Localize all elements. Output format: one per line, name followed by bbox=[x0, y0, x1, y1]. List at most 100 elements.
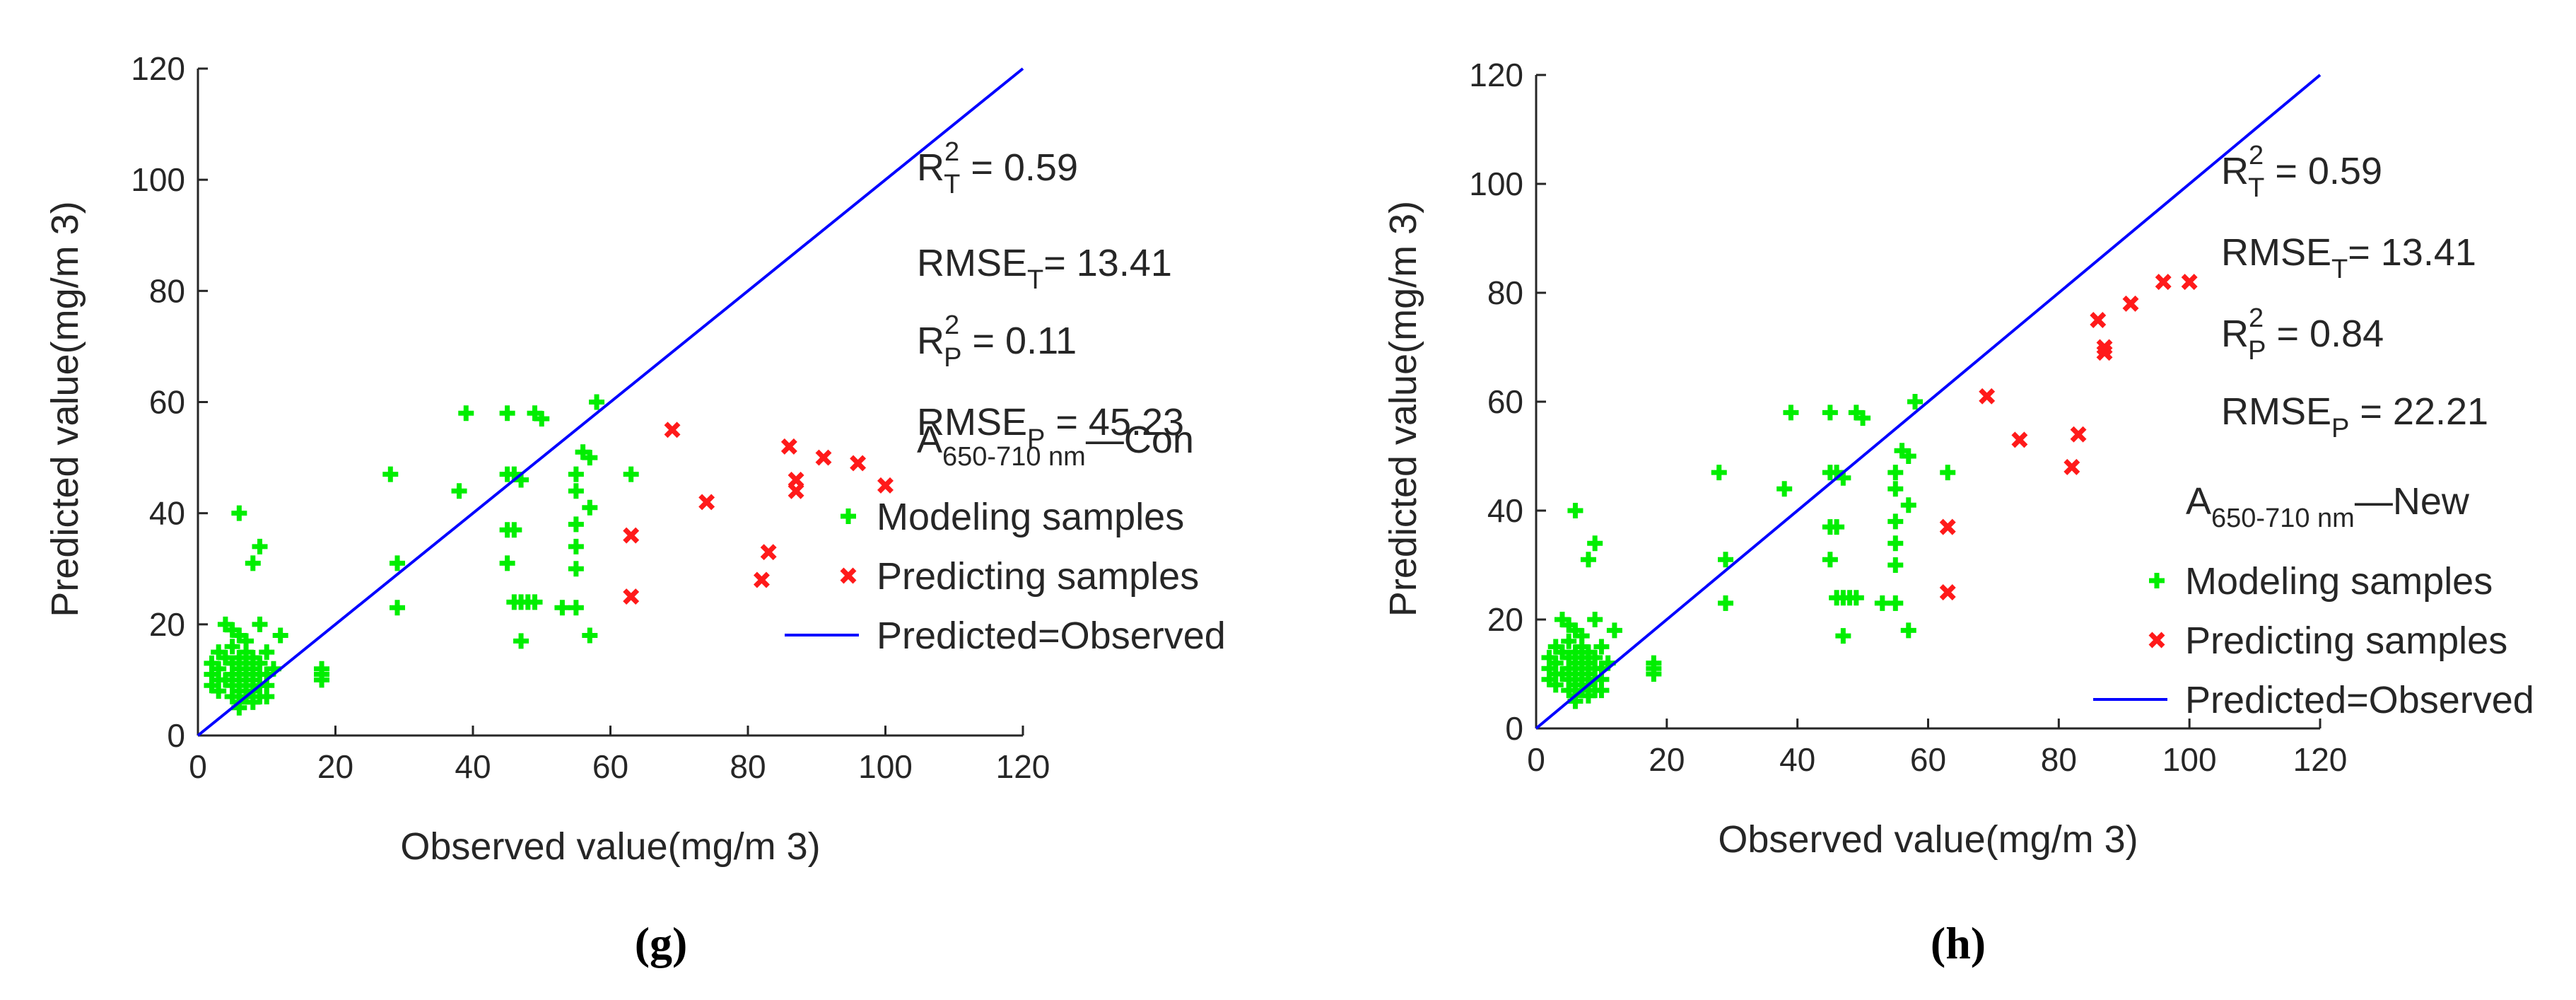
y-tick-label: 120 bbox=[1469, 57, 1523, 93]
y-axis-title: Predicted value(mg/m 3) bbox=[44, 201, 86, 617]
x-tick-label: 100 bbox=[858, 748, 913, 785]
modeling-sample-point bbox=[245, 555, 261, 571]
modeling-sample-point bbox=[1907, 394, 1924, 409]
predicting-sample-point bbox=[664, 421, 681, 438]
predicting-sample-point bbox=[2181, 274, 2198, 291]
modeling-sample-point bbox=[534, 411, 550, 427]
modeling-sample-point bbox=[568, 538, 584, 554]
x-tick-label: 20 bbox=[1649, 741, 1685, 778]
modeling-sample-point bbox=[527, 594, 543, 610]
y-tick-label: 40 bbox=[1487, 492, 1523, 529]
modeling-sample-point bbox=[1711, 465, 1727, 481]
modeling-sample-point bbox=[1776, 481, 1793, 497]
modeling-sample-point bbox=[623, 466, 639, 482]
predicting-sample-point bbox=[788, 482, 804, 499]
modeling-sample-point bbox=[1822, 552, 1838, 568]
modeling-sample-point bbox=[1874, 595, 1890, 611]
x-tick-label: 60 bbox=[592, 748, 628, 785]
modeling-sample-point bbox=[1718, 552, 1734, 568]
y-tick-label: 60 bbox=[149, 384, 185, 421]
modeling-sample-point bbox=[1829, 519, 1845, 535]
predicting-sample-point bbox=[877, 477, 894, 494]
modeling-sample-point bbox=[1887, 557, 1904, 573]
legend-entry-label: Modeling samples bbox=[877, 496, 1184, 538]
chart-panel-2: 0 20 40 60 80 100 120 0 20 40 60 80 100 120 Observed v… bbox=[1382, 57, 2534, 968]
y-tick-label: 20 bbox=[1487, 601, 1523, 638]
predicting-sample-point bbox=[815, 449, 832, 466]
metric-annotation: RMSET= 13.41 bbox=[917, 242, 1172, 295]
legend-entry-label: Modeling samples bbox=[2185, 560, 2493, 603]
x-tick-label: 40 bbox=[455, 748, 491, 785]
predicting-sample-point bbox=[2090, 312, 2107, 328]
predicting-sample-point bbox=[1939, 584, 1956, 600]
predicting-sample-point bbox=[2155, 274, 2172, 291]
modeling-sample-point bbox=[568, 516, 584, 533]
x-tick-label: 120 bbox=[996, 748, 1050, 785]
modeling-sample-point bbox=[1887, 535, 1904, 552]
predicting-sample-point bbox=[753, 571, 770, 588]
modeling-sample-point bbox=[1587, 535, 1603, 552]
modeling-sample-point bbox=[252, 538, 268, 554]
modeling-sample-point bbox=[1848, 590, 1864, 606]
modeling-sample-point bbox=[382, 466, 399, 482]
modeling-sample-point bbox=[458, 405, 474, 421]
modeling-sample-point bbox=[1855, 410, 1871, 426]
y-tick-label: 0 bbox=[1505, 710, 1523, 747]
modeling-sample-point bbox=[238, 633, 254, 649]
legend-marker-predicting bbox=[2148, 632, 2165, 649]
modeling-sample-point bbox=[1547, 655, 1564, 671]
predicting-sample-point bbox=[850, 455, 867, 472]
x-tick-label: 120 bbox=[2293, 741, 2348, 778]
modeling-sample-point bbox=[314, 661, 330, 677]
metric-annotation: R2 P = 0.11 bbox=[917, 310, 1077, 373]
modeling-sample-point bbox=[259, 644, 275, 661]
y-tick-label: 100 bbox=[131, 161, 185, 198]
y-tick-label: 60 bbox=[1487, 383, 1523, 420]
legend-marker-modeling bbox=[2149, 573, 2165, 588]
predicting-sample-point bbox=[2070, 426, 2087, 443]
modeling-sample-point bbox=[451, 483, 467, 499]
y-tick-label: 80 bbox=[149, 272, 185, 309]
modeling-sample-point bbox=[272, 627, 288, 644]
predicting-sample-point bbox=[760, 544, 777, 561]
predicting-sample-point bbox=[2122, 295, 2139, 312]
x-tick-label: 0 bbox=[189, 748, 207, 785]
modeling-sample-point bbox=[1574, 628, 1590, 644]
metric-annotation: R2 T = 0.59 bbox=[917, 137, 1078, 199]
y-tick-label: 0 bbox=[167, 717, 185, 754]
metric-annotation: R2 P = 0.84 bbox=[2221, 303, 2384, 366]
modeling-sample-point bbox=[506, 522, 522, 538]
predicting-sample-point bbox=[2011, 431, 2028, 448]
modeling-sample-point bbox=[1593, 639, 1610, 655]
modeling-sample-point bbox=[224, 639, 240, 655]
y-tick-label: 80 bbox=[1487, 274, 1523, 311]
reference-line-predicted-equals-observed bbox=[1535, 74, 2322, 730]
predicting-sample-point bbox=[1939, 518, 1956, 535]
modeling-sample-point bbox=[1587, 649, 1603, 665]
modeling-sample-point bbox=[1900, 622, 1916, 639]
modeling-sample-point bbox=[1887, 595, 1904, 611]
modeling-sample-point bbox=[582, 450, 598, 466]
legend-entry-label: Predicted=Observed bbox=[2185, 679, 2534, 721]
y-tick-label: 120 bbox=[131, 50, 185, 87]
x-axis-title: Observed value(mg/m 3) bbox=[1718, 818, 2138, 861]
y-tick-label: 20 bbox=[149, 606, 185, 643]
modeling-sample-point bbox=[582, 499, 598, 516]
modeling-sample-point bbox=[390, 600, 406, 616]
modeling-sample-point bbox=[1580, 552, 1596, 568]
legend-title: A650-710 nm—New bbox=[2186, 480, 2470, 533]
legend-marker-predicting bbox=[840, 567, 857, 584]
modeling-sample-point bbox=[513, 633, 529, 649]
legend-entry-label: Predicting samples bbox=[2185, 620, 2507, 662]
modeling-sample-point bbox=[390, 555, 406, 571]
x-tick-label: 100 bbox=[2162, 741, 2217, 778]
predicting-sample-point bbox=[2063, 458, 2080, 475]
modeling-sample-point bbox=[1783, 405, 1799, 421]
modeling-sample-point bbox=[231, 505, 247, 521]
metric-annotation: RMSET= 13.41 bbox=[2221, 231, 2476, 284]
modeling-sample-point bbox=[1900, 448, 1916, 464]
y-axis-title: Predicted value(mg/m 3) bbox=[1382, 201, 1424, 617]
modeling-sample-point bbox=[1835, 628, 1851, 644]
modeling-sample-point bbox=[589, 394, 605, 410]
modeling-sample-point bbox=[554, 600, 570, 616]
